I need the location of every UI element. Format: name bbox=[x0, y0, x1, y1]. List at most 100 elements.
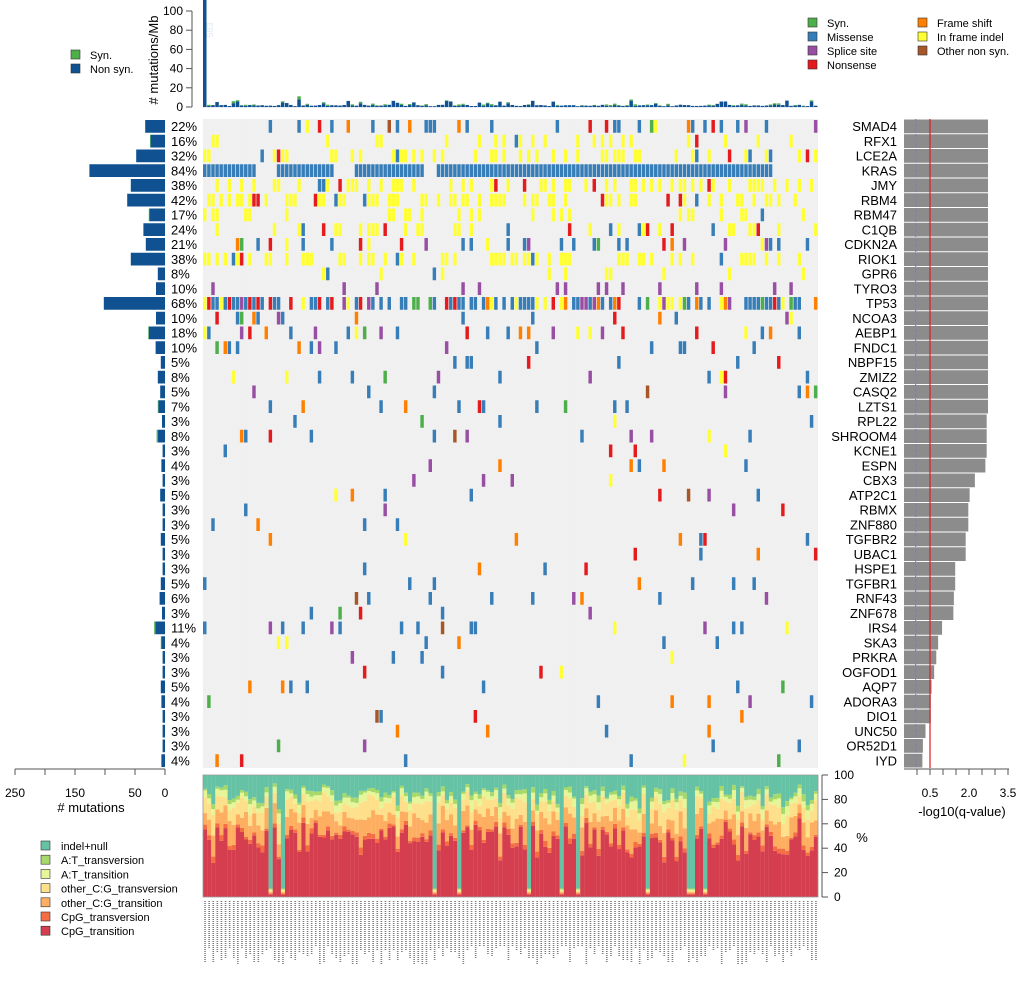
mutation-cell bbox=[703, 164, 707, 177]
spectrum-segment bbox=[789, 799, 794, 804]
mutation-cell bbox=[248, 326, 252, 340]
mutation-rate-bar bbox=[604, 105, 609, 107]
spectrum-segment bbox=[649, 838, 655, 897]
spectrum-segment bbox=[736, 805, 741, 812]
mutation-cell bbox=[383, 488, 387, 502]
mutation-cell bbox=[403, 533, 408, 546]
gene-syn-bar bbox=[160, 636, 162, 649]
mutation-cell bbox=[576, 326, 580, 340]
mutation-cell bbox=[645, 223, 650, 236]
spectrum-segment bbox=[625, 803, 630, 809]
mutation-cell bbox=[473, 297, 478, 310]
x-tick-label: 3.5 bbox=[1000, 786, 1017, 800]
spectrum-segment bbox=[690, 894, 696, 897]
mutation-cell bbox=[317, 341, 322, 354]
mutation-cell bbox=[420, 651, 424, 664]
spectrum-segment bbox=[481, 790, 486, 797]
mutation-cell bbox=[707, 164, 711, 177]
mutation-cell bbox=[362, 518, 367, 531]
spectrum-segment bbox=[444, 799, 450, 804]
mutation-rate-bar bbox=[268, 105, 273, 107]
mutation-rate-bar bbox=[444, 101, 449, 107]
mutation-cell bbox=[559, 297, 564, 310]
spectrum-segment bbox=[649, 823, 655, 834]
spectrum-segment bbox=[690, 889, 696, 891]
spectrum-segment bbox=[744, 800, 749, 809]
mutation-cell bbox=[321, 193, 326, 207]
spectrum-segment bbox=[768, 804, 773, 821]
mutation-cell bbox=[621, 282, 625, 295]
gene-count-bar bbox=[162, 710, 165, 723]
gene-name-label: AQP7 bbox=[862, 680, 897, 695]
gene-name-label: NBPF15 bbox=[848, 355, 897, 370]
spectrum-segment bbox=[551, 831, 556, 836]
spectrum-segment bbox=[572, 798, 577, 807]
mutation-cell bbox=[756, 547, 760, 561]
spectrum-segment bbox=[235, 799, 240, 803]
spectrum-segment bbox=[342, 803, 347, 812]
mutation-cell bbox=[711, 341, 715, 354]
spectrum-segment bbox=[481, 839, 486, 843]
mutation-rate-syn-bar bbox=[383, 104, 387, 106]
spectrum-segment bbox=[412, 792, 417, 798]
spectrum-segment bbox=[752, 840, 757, 897]
spectrum-segment bbox=[334, 805, 339, 813]
spectrum-segment bbox=[727, 831, 732, 897]
mutation-cell bbox=[608, 444, 613, 458]
spectrum-segment bbox=[813, 834, 819, 837]
gene-name-label: ADORA3 bbox=[844, 694, 897, 709]
spectrum-segment bbox=[289, 796, 294, 809]
gene-name-label: OR52D1 bbox=[846, 739, 897, 754]
mutation-cell bbox=[367, 385, 371, 399]
mutation-cell bbox=[522, 252, 527, 266]
spectrum-segment bbox=[465, 791, 470, 806]
mutation-cell bbox=[207, 297, 211, 310]
spectrum-segment bbox=[703, 888, 708, 890]
qvalue-bar bbox=[904, 222, 988, 237]
mutation-cell bbox=[649, 252, 654, 266]
spectrum-segment bbox=[781, 823, 786, 837]
mutation-rate-bar bbox=[432, 106, 437, 107]
mutation-rate-syn-bar bbox=[375, 105, 379, 106]
mutation-cell bbox=[444, 297, 449, 310]
gene-percent-label: 42% bbox=[171, 193, 197, 208]
mutation-cell bbox=[469, 208, 473, 222]
gene-count-bar bbox=[161, 695, 165, 708]
spectrum-segment bbox=[321, 775, 327, 785]
spectrum-segment bbox=[235, 795, 240, 800]
gene-percent-label: 3% bbox=[171, 547, 190, 562]
mutation-cell bbox=[440, 267, 445, 281]
gene-percent-labels: 22%16%32%84%38%42%17%24%21%38%8%10%68%10… bbox=[171, 119, 197, 768]
mutation-cell bbox=[633, 547, 637, 561]
mutation-cell bbox=[289, 297, 293, 310]
mutation-cell bbox=[793, 297, 797, 310]
spectrum-segment bbox=[797, 784, 802, 789]
mutation-cell bbox=[276, 297, 281, 310]
mutation-cell bbox=[301, 164, 305, 177]
mutation-cell bbox=[256, 193, 260, 207]
gene-name-label: TP53 bbox=[866, 296, 897, 311]
mutation-cell bbox=[461, 311, 465, 325]
mutation-cell bbox=[367, 297, 371, 310]
gene-count-bar bbox=[162, 474, 165, 487]
gene-percent-label: 4% bbox=[171, 458, 190, 473]
spectrum-segment bbox=[678, 836, 683, 842]
spectrum-segment bbox=[383, 820, 388, 837]
spectrum-segment bbox=[207, 798, 212, 804]
mutation-rate-bar bbox=[654, 103, 658, 107]
spectrum-segment bbox=[239, 775, 245, 791]
spectrum-segment bbox=[559, 889, 564, 891]
spectrum-segment bbox=[686, 894, 691, 897]
spectrum-segment bbox=[531, 775, 536, 788]
spectrum-segment bbox=[641, 775, 646, 786]
gene-percent-label: 3% bbox=[171, 709, 190, 724]
mutation-rate-syn-bar bbox=[444, 100, 449, 102]
spectrum-segment bbox=[584, 786, 589, 789]
mutation-cell bbox=[592, 179, 596, 192]
spectrum-segment bbox=[785, 801, 790, 807]
spectrum-segment bbox=[227, 810, 232, 821]
legend-swatch bbox=[70, 49, 81, 60]
spectrum-segment bbox=[289, 808, 294, 826]
